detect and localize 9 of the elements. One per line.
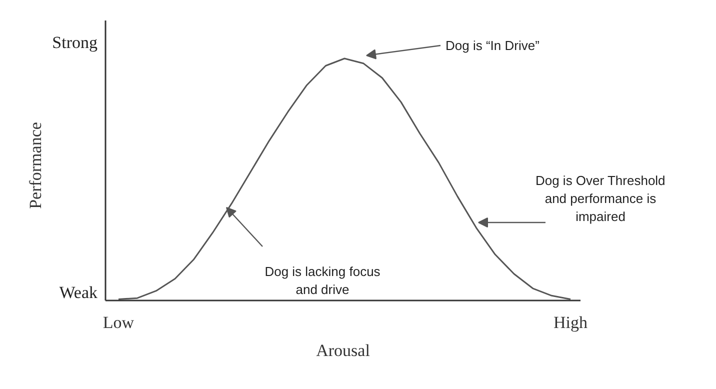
x-axis-title: Arousal xyxy=(316,341,370,360)
annotation: Dog is Over Threshold and performance is impaired xyxy=(535,173,666,224)
annotation: Dog is lacking focus and drive xyxy=(264,264,381,297)
x-tick-label: High xyxy=(554,313,588,332)
y-axis-title: Performance xyxy=(26,122,45,209)
text: Weak xyxy=(59,283,98,302)
text: Strong xyxy=(52,33,98,52)
text: Dog is “In Drive” xyxy=(446,38,540,53)
x-tick-label: Low xyxy=(102,313,135,332)
